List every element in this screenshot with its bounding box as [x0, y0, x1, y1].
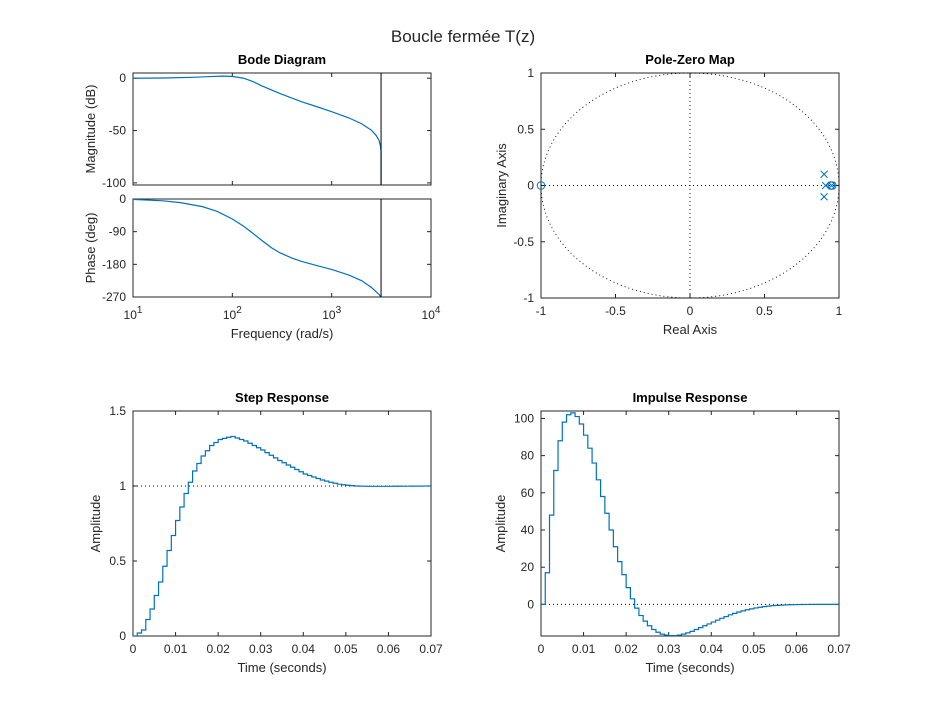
impulse-xtick-label: 0.03	[657, 642, 681, 656]
figure-title: Boucle fermée T(z)	[391, 27, 535, 46]
step-xtick-label: 0.07	[419, 642, 443, 656]
impulse-ytick-label: 0	[527, 597, 534, 611]
bode-magnitude-frame	[132, 72, 432, 186]
impulse-title: Impulse Response	[633, 390, 748, 405]
pole-marker	[820, 192, 828, 201]
bode-phase-ytick-label: -90	[109, 225, 127, 239]
impulse-ytick-label: 40	[521, 523, 535, 537]
pole-zero-xtick-label: -0.5	[605, 304, 626, 318]
bode-magnitude-curve	[133, 75, 382, 152]
step-xtick-label: 0.06	[377, 642, 401, 656]
impulse-xtick-label: 0.07	[827, 642, 851, 656]
pole-zero-xlabel: Real Axis	[663, 322, 718, 337]
impulse-response-curve	[541, 412, 839, 636]
bode-phase-ytick-label: -270	[102, 290, 126, 304]
impulse-ylabel: Amplitude	[493, 495, 508, 553]
impulse-xtick-label: 0.04	[700, 642, 724, 656]
bode-magnitude-ytick-label: -50	[109, 124, 127, 138]
pole-zero-xtick-label: 0.5	[756, 304, 773, 318]
bode-magnitude-ytick-label: 0	[119, 71, 126, 85]
pole-zero-ytick-label: 0.5	[517, 122, 534, 136]
step-ytick-label: 0	[119, 629, 126, 643]
step-ylabel: Amplitude	[88, 495, 103, 553]
step-xtick-label: 0.03	[249, 642, 273, 656]
bode-phase-xlabel: Frequency (rad/s)	[231, 326, 334, 341]
impulse-ytick-label: 80	[521, 449, 535, 463]
impulse-xtick-label: 0	[538, 642, 545, 656]
bode-phase-xtick-label: 104	[422, 305, 441, 322]
impulse-response-axes: 0 20 40 60 80 100 0 0.01 0.02 0.03 0.04 0.05 0.06 0.0…	[493, 390, 851, 675]
step-title: Step Response	[235, 390, 329, 405]
pole-zero-title: Pole-Zero Map	[645, 52, 735, 67]
bode-phase-ytick-label: 0	[119, 192, 126, 206]
pole-zero-ytick-label: 0	[527, 179, 534, 193]
step-ytick-label: 0.5	[109, 554, 126, 568]
bode-phase-xtick-label: 101	[124, 305, 143, 322]
step-frame	[132, 410, 432, 637]
bode-phase-ylabel: Phase (deg)	[83, 213, 98, 284]
zero-marker	[827, 181, 837, 190]
pole-zero-xtick-label: 1	[836, 304, 843, 318]
bode-magnitude-ylabel: Magnitude (dB)	[83, 85, 98, 174]
impulse-xtick-label: 0.05	[742, 642, 766, 656]
bode-magnitude-ytick-label: -100	[102, 176, 126, 190]
pole-zero-ytick-label: 1	[527, 66, 534, 80]
impulse-xtick-label: 0.06	[785, 642, 809, 656]
impulse-ytick-label: 60	[521, 486, 535, 500]
impulse-xtick-label: 0.01	[572, 642, 596, 656]
bode-phase-frame	[132, 198, 432, 298]
zero-marker	[536, 181, 546, 190]
bode-magnitude-axes: 0 -50 -100 Bode Diagram Magnitude (dB)	[83, 52, 432, 190]
step-ytick-label: 1.5	[109, 404, 126, 418]
step-response-curve	[133, 435, 431, 636]
impulse-frame	[540, 410, 840, 637]
step-xtick-label: 0.05	[334, 642, 358, 656]
impulse-ytick-label: 100	[514, 411, 534, 425]
pole-zero-xtick-label: -1	[536, 304, 547, 318]
bode-phase-curve	[133, 199, 382, 297]
step-xtick-label: 0.04	[292, 642, 316, 656]
step-xtick-label: 0.02	[206, 642, 230, 656]
impulse-xtick-label: 0.02	[614, 642, 638, 656]
pole-zero-ylabel: Imaginary Axis	[494, 143, 509, 228]
step-ytick-label: 1	[119, 479, 126, 493]
impulse-xlabel: Time (seconds)	[645, 660, 734, 675]
bode-phase-ytick-label: -180	[102, 257, 126, 271]
bode-phase-xtick-label: 102	[223, 305, 242, 322]
step-response-axes: 0 0.5 1 1.5 0 0.01 0.02 0.03 0.04 0.05 0.06 0.07 Ste…	[88, 390, 443, 675]
impulse-ytick-label: 20	[521, 560, 535, 574]
pole-zero-axes: 1 0.5 0 -0.5 -1-1 -0.5 0 0.5 1 Pole-Zero Map Imagi…	[494, 52, 843, 337]
bode-phase-xtick-label: 103	[322, 305, 341, 322]
bode-title: Bode Diagram	[238, 52, 326, 67]
pole-zero-ytick-label: -0.5	[513, 235, 534, 249]
step-xtick-label: 0.01	[164, 642, 188, 656]
step-xtick-label: 0	[130, 642, 137, 656]
pole-zero-xtick-label: 0	[687, 304, 694, 318]
pole-zero-ytick-label: -1	[523, 291, 534, 305]
step-xlabel: Time (seconds)	[237, 660, 326, 675]
pole-marker	[820, 170, 828, 179]
